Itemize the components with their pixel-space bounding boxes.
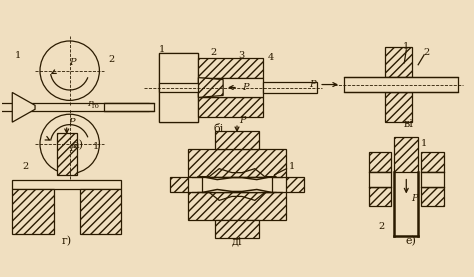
Text: P: P [242,83,248,92]
Text: 2: 2 [22,162,28,171]
Text: ді: ді [232,236,242,246]
Text: 1: 1 [288,162,294,171]
Text: 1: 1 [93,142,100,152]
Bar [421,186,444,206]
Polygon shape [199,78,223,98]
Bar [384,47,412,77]
Bar [12,189,54,234]
Bar [215,220,259,238]
Bar [286,177,304,193]
Text: ві: ві [403,119,413,129]
Bar [57,133,77,175]
Bar [80,189,121,234]
Circle shape [40,114,100,174]
Text: го: го [91,102,100,110]
Bar [12,179,121,189]
Circle shape [40,41,100,100]
Polygon shape [12,93,35,122]
Bar [215,131,259,149]
Bar [394,137,418,172]
Text: а): а) [72,140,83,150]
Text: 1: 1 [421,139,427,148]
Bar [199,58,263,78]
Bar [199,78,263,98]
Text: 1: 1 [15,51,21,60]
Text: P: P [309,80,316,89]
Bar [159,83,199,93]
Text: 1: 1 [403,42,410,52]
Bar [0,103,149,111]
Text: P: P [69,144,76,153]
Text: 2: 2 [210,48,216,57]
Bar [421,152,444,172]
Text: P: P [87,100,92,108]
Bar [369,152,392,172]
Text: 3: 3 [238,51,244,60]
Polygon shape [202,177,272,193]
Bar [384,93,412,122]
Bar [188,193,286,220]
Bar [159,53,199,122]
Text: 2: 2 [378,222,385,231]
Bar [188,149,286,177]
Bar [104,103,154,111]
Bar [421,172,444,186]
Bar [199,98,263,117]
Text: г): г) [62,236,72,246]
Text: P: P [69,58,76,67]
Text: е): е) [406,236,417,246]
Text: 2: 2 [108,55,114,64]
Text: P: P [68,118,75,127]
Text: 1: 1 [159,45,165,54]
Bar [369,172,392,186]
Bar [369,186,392,206]
Bar [263,82,317,93]
Bar [159,53,199,122]
Text: 4: 4 [267,53,274,62]
Bar [170,177,188,193]
Text: 2: 2 [423,48,429,57]
Bar [344,77,458,93]
Text: P: P [411,194,418,203]
Text: P: P [239,116,245,125]
Text: бі: бі [213,124,223,134]
